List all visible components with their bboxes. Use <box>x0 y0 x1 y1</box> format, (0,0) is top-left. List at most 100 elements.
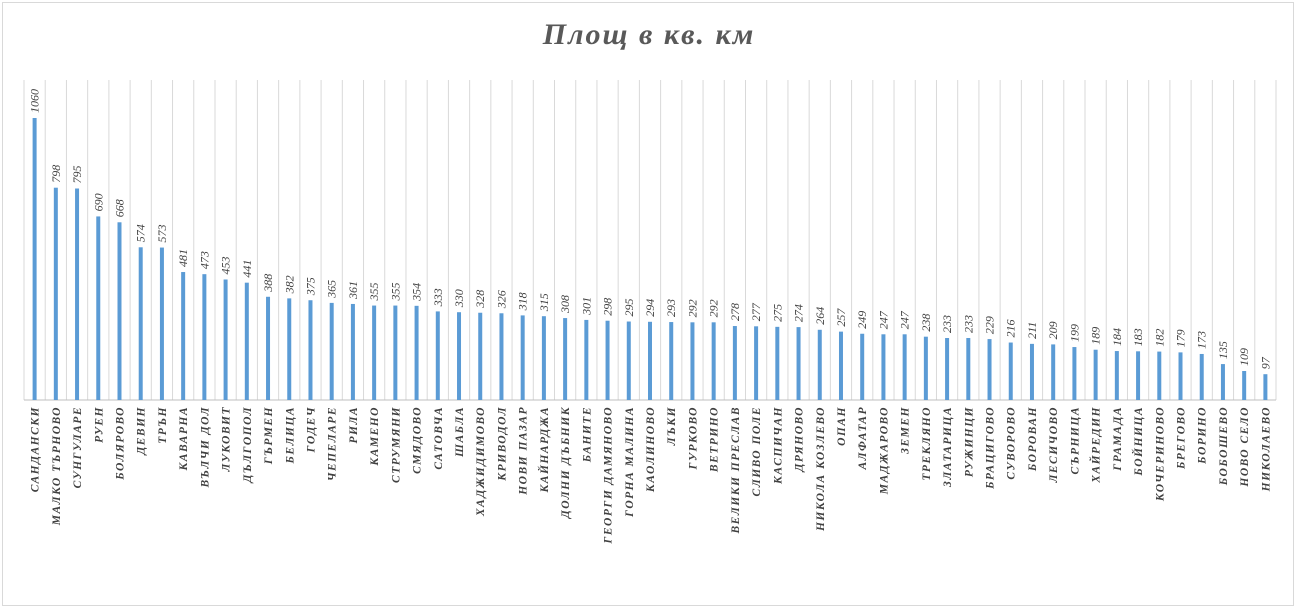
value-label: 274 <box>792 304 806 322</box>
value-label: 249 <box>855 311 869 329</box>
value-label: 247 <box>876 310 890 329</box>
value-label: 278 <box>728 303 742 321</box>
category-label: ДОЛНИ ДЪБНИК <box>560 406 572 519</box>
category-label: РУЖИНЦИ <box>963 406 975 477</box>
bar <box>372 305 377 400</box>
category-label: СМЯДОВО <box>412 406 424 474</box>
value-label: 330 <box>452 289 466 308</box>
bar <box>1157 351 1162 400</box>
value-label: 229 <box>983 316 997 334</box>
value-label: 690 <box>91 193 105 211</box>
bar <box>648 321 652 400</box>
bar <box>75 188 80 400</box>
bar <box>945 338 950 400</box>
category-label: ТРЪН <box>157 406 169 444</box>
category-label: СЪРНИЦА <box>1069 406 1081 474</box>
category-label: СТРУМЯНИ <box>390 406 402 483</box>
value-label: 355 <box>367 283 381 302</box>
bar <box>117 222 122 400</box>
bar <box>159 247 164 400</box>
category-label: БОЙНИЦА <box>1130 406 1145 477</box>
bar <box>96 216 101 400</box>
value-label: 573 <box>155 225 169 243</box>
value-label: 315 <box>537 293 551 312</box>
value-label: 668 <box>112 199 126 217</box>
bar <box>796 327 801 400</box>
category-label: РИЛА <box>348 406 360 444</box>
category-label: ТРЕКЛЯНО <box>921 406 933 481</box>
value-label: 361 <box>346 281 360 300</box>
category-label: НИКОЛА КОЗЛЕВО <box>815 406 827 532</box>
bar <box>287 298 292 400</box>
bars <box>32 118 1268 400</box>
value-label: 275 <box>770 304 784 322</box>
value-label: 209 <box>1046 321 1060 339</box>
category-label: СЛИВО ПОЛЕ <box>751 406 763 496</box>
value-label: 375 <box>303 277 317 296</box>
value-label: 333 <box>431 288 445 307</box>
category-label: ЛУКОВИТ <box>221 406 233 473</box>
category-label: ОПАН <box>836 406 848 446</box>
category-label: ГРАМАДА <box>1112 406 1124 472</box>
category-label: БЕЛИЦА <box>284 406 296 464</box>
category-label: ЗЛАТАРИЦА <box>942 406 954 488</box>
bar <box>520 315 525 400</box>
bar <box>754 326 759 400</box>
value-label: 481 <box>176 249 190 267</box>
category-label: МАДЖАРОВО <box>878 406 890 495</box>
value-label: 179 <box>1174 329 1188 347</box>
bar <box>1178 352 1183 400</box>
bar <box>181 272 186 400</box>
bar <box>457 312 462 400</box>
bar <box>53 187 58 400</box>
value-label: 97 <box>1258 356 1272 369</box>
category-label: НОВИ ПАЗАР <box>518 406 530 496</box>
value-label: 795 <box>70 166 84 184</box>
category-label: ЗЕМЕН <box>900 406 912 455</box>
bar <box>732 326 737 400</box>
bar <box>966 338 971 400</box>
value-label: 292 <box>685 299 699 317</box>
value-label: 189 <box>1089 327 1103 345</box>
value-label: 318 <box>516 292 530 311</box>
bar <box>1008 342 1013 400</box>
value-label: 301 <box>579 297 593 316</box>
value-label: 184 <box>1110 328 1124 346</box>
bar <box>1199 353 1204 400</box>
value-label: 355 <box>388 283 402 302</box>
value-label: 328 <box>473 290 487 309</box>
category-label: ДЪЛГОПОЛ <box>242 406 254 483</box>
value-label: 135 <box>1216 341 1230 359</box>
value-label: 216 <box>1004 320 1018 338</box>
bar <box>350 303 355 400</box>
value-label: 247 <box>898 310 912 329</box>
value-label: 365 <box>325 280 339 299</box>
bar <box>478 312 483 400</box>
bar <box>690 322 695 400</box>
bar <box>563 318 568 400</box>
category-label: КАВАРНА <box>178 406 190 472</box>
bar <box>817 329 822 400</box>
value-label: 294 <box>643 299 657 317</box>
value-label: 233 <box>961 315 975 333</box>
bar <box>1114 351 1119 400</box>
category-label: КОЧЕРИНОВО <box>1154 406 1166 502</box>
category-label: БОРИНО <box>1197 406 1209 465</box>
category-label: ВЕЛИКИ ПРЕСЛАВ <box>730 406 742 534</box>
value-label: 238 <box>919 314 933 332</box>
value-label: 473 <box>197 251 211 269</box>
bar <box>1029 343 1034 400</box>
value-label: 109 <box>1237 348 1251 366</box>
value-label: 211 <box>1025 322 1039 339</box>
bar <box>329 302 334 400</box>
bar <box>902 334 907 400</box>
value-label: 798 <box>49 165 63 183</box>
bar <box>923 336 928 400</box>
category-label: НОВО СЕЛО <box>1239 406 1251 488</box>
value-label: 173 <box>1195 331 1209 349</box>
value-label: 574 <box>134 224 148 242</box>
category-label: МАЛКО ТЪРНОВО <box>51 406 63 526</box>
category-label: ЛЪКИ <box>666 406 678 446</box>
category-label: НИКОЛАЕВО <box>1260 406 1272 492</box>
